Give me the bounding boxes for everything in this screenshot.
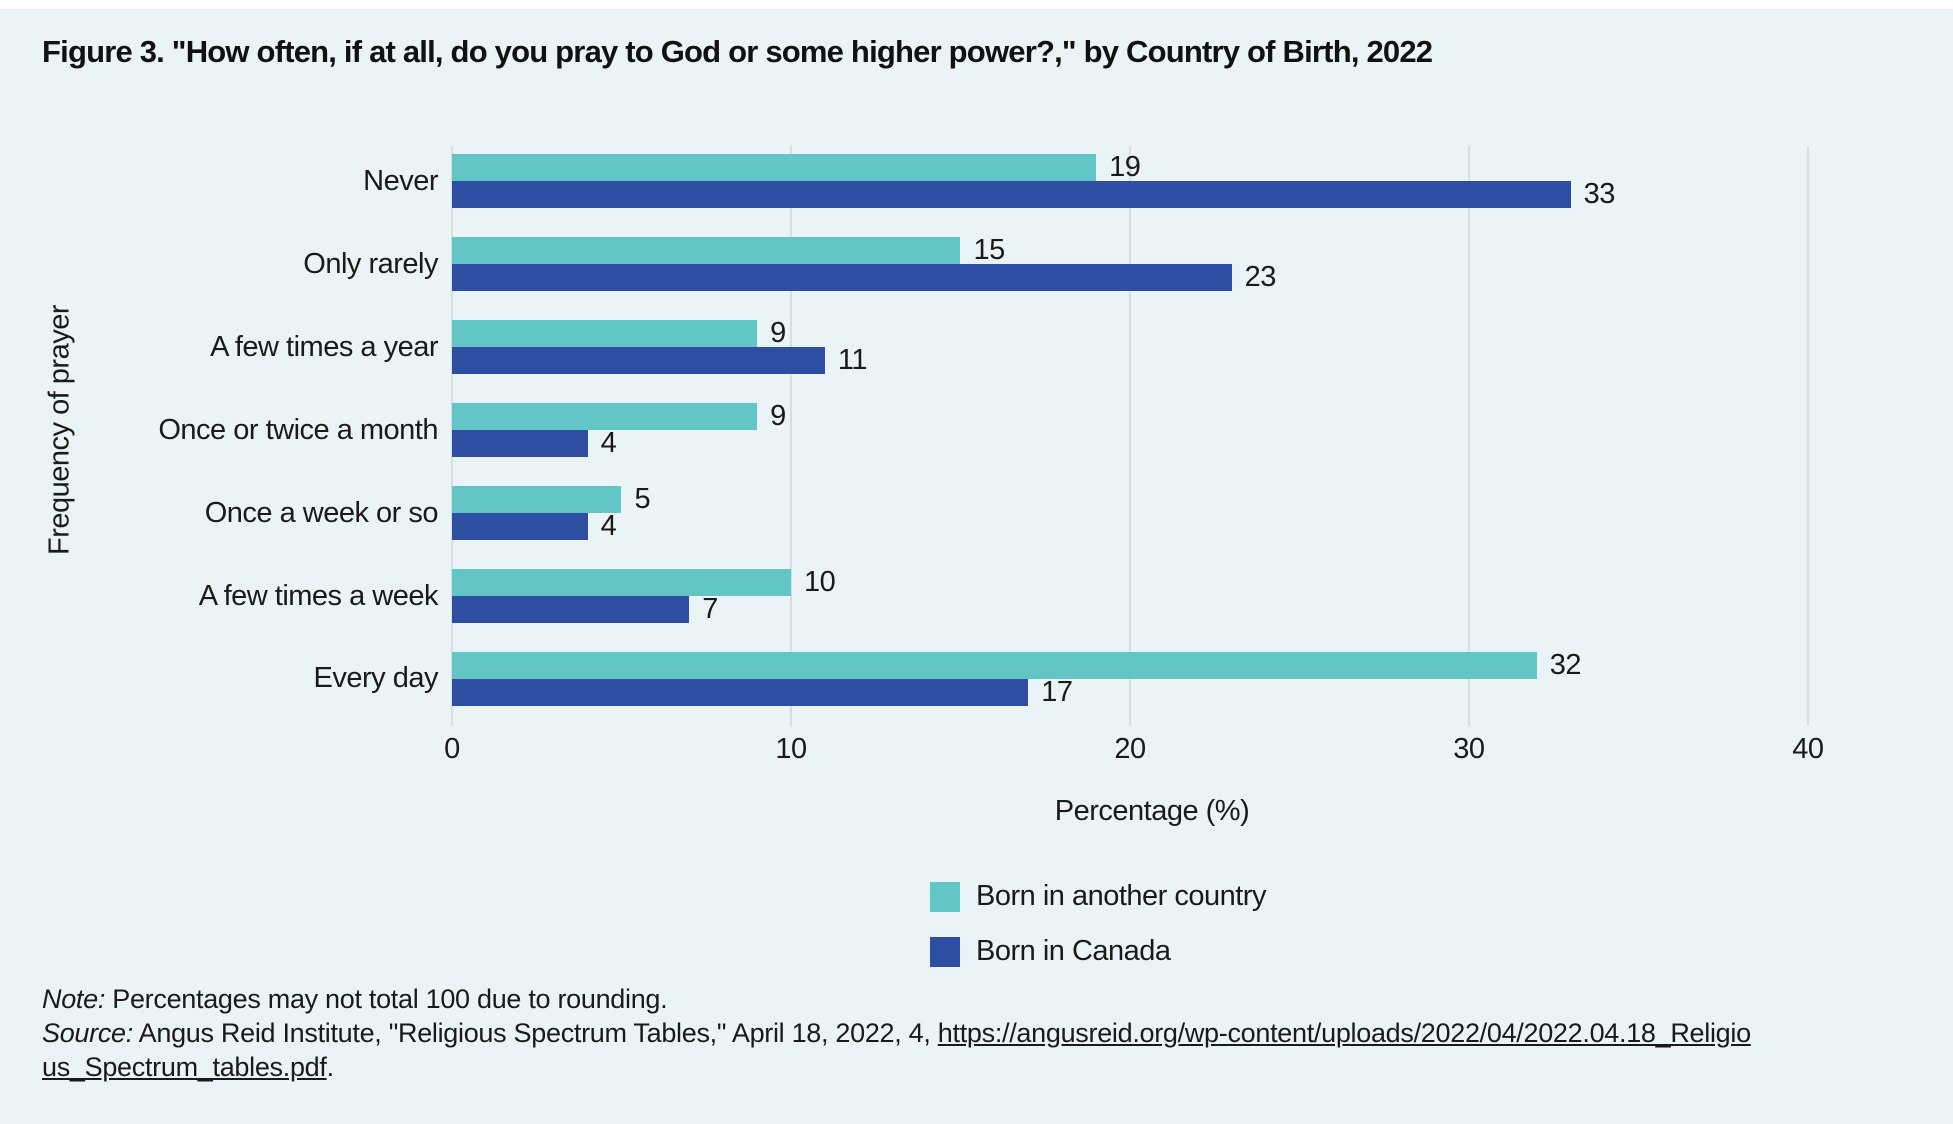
source-label: Source: <box>42 1018 133 1048</box>
bar-pair: 9 11 <box>452 317 1852 377</box>
value-label: 33 <box>1583 178 1616 211</box>
category-label: Once a week or so <box>204 496 439 529</box>
bar-born-in-canada <box>452 430 588 457</box>
source-line: Source: Angus Reid Institute, "Religious… <box>42 1016 1932 1084</box>
note-label: Note: <box>42 984 106 1014</box>
legend-swatch <box>930 936 960 967</box>
gridline <box>1467 146 1470 726</box>
category-label: A few times a week <box>198 579 439 612</box>
bar-pair: 19 33 <box>452 151 1852 211</box>
bar-line: 17 <box>452 675 1852 708</box>
x-axis-title: Percentage (%) <box>1054 795 1250 827</box>
bar-line: 9 <box>452 400 1852 432</box>
footnotes: Note: Percentages may not total 100 due … <box>42 982 1932 1084</box>
bar-line: 33 <box>452 178 1852 211</box>
source-link-line1: https://angusreid.org/wp-content/uploads… <box>937 1018 1751 1048</box>
bar-born-in-canada <box>452 347 825 375</box>
bar-line: 23 <box>452 261 1852 294</box>
bar-pair: 10 7 <box>452 565 1852 625</box>
x-tick-label: 10 <box>775 733 807 765</box>
legend: Born in another country Born in Canada <box>930 880 1266 968</box>
value-label: 4 <box>600 427 617 459</box>
x-tick-label: 30 <box>1453 733 1485 765</box>
legend-item: Born in another country <box>930 880 1266 913</box>
value-label: 7 <box>702 592 718 625</box>
category-label: Never <box>363 165 438 198</box>
legend-label: Born in another country <box>976 880 1266 912</box>
gridline <box>789 146 792 726</box>
bar-row: A few times a week 10 7 <box>42 554 1854 637</box>
bar-born-in-canada <box>452 678 1029 706</box>
bar-line: 5 <box>452 482 1852 515</box>
bar-pair: 15 23 <box>452 234 1852 294</box>
bar-line: 4 <box>452 427 1852 459</box>
legend-item: Born in Canada <box>930 935 1266 968</box>
value-label: 5 <box>634 482 651 515</box>
x-axis-ticks: 0 10 20 30 40 <box>444 733 1852 771</box>
value-label: 4 <box>600 509 617 542</box>
value-label: 11 <box>837 344 868 377</box>
legend-swatch <box>930 881 960 912</box>
legend-label: Born in Canada <box>976 935 1171 967</box>
bar-line: 4 <box>452 509 1852 542</box>
bar-line: 32 <box>452 648 1852 681</box>
bar-born-in-another-country <box>452 651 1537 679</box>
bar-born-in-another-country <box>452 403 758 430</box>
bar-pair: 32 17 <box>452 648 1852 708</box>
x-tick-label: 40 <box>1792 733 1824 765</box>
bar-pair: 9 4 <box>452 400 1852 459</box>
gridline <box>1128 146 1131 726</box>
gridline <box>1806 146 1809 726</box>
bar-line: 10 <box>452 565 1852 598</box>
x-tick-label: 0 <box>444 733 460 765</box>
bar-row: A few times a year 9 11 <box>42 306 1854 389</box>
bar-born-in-canada <box>452 181 1571 209</box>
source-link-line2: us_Spectrum_tables.pdf <box>42 1052 327 1082</box>
bar-born-in-canada <box>452 595 690 623</box>
bar-born-in-canada <box>452 264 1232 292</box>
bar-born-in-another-country <box>452 568 791 596</box>
source-period: . <box>326 1052 335 1082</box>
bar-line: 15 <box>452 234 1852 267</box>
value-label: 17 <box>1041 675 1073 708</box>
bar-born-in-another-country <box>452 485 622 513</box>
category-label: Once or twice a month <box>158 413 438 446</box>
category-label: Only rarely <box>303 248 438 281</box>
source-text: Angus Reid Institute, "Religious Spectru… <box>132 1018 938 1048</box>
bar-row: Once a week or so 5 4 <box>42 471 1854 554</box>
source-link[interactable]: https://angusreid.org/wp-content/uploads… <box>42 1018 1751 1082</box>
bar-row: Never 19 33 <box>42 140 1854 223</box>
bar-born-in-canada <box>452 512 588 540</box>
value-label: 32 <box>1549 648 1582 681</box>
top-border <box>0 0 1953 9</box>
figure-title: Figure 3. "How often, if at all, do you … <box>42 34 1433 69</box>
bar-line: 9 <box>452 317 1852 350</box>
value-label: 15 <box>973 234 1005 267</box>
note-text: Percentages may not total 100 due to rou… <box>105 984 668 1014</box>
bar-pair: 5 4 <box>452 482 1852 542</box>
category-label: A few times a year <box>210 330 438 363</box>
value-label: 9 <box>770 400 786 432</box>
bar-born-in-another-country <box>452 320 758 348</box>
value-label: 10 <box>803 565 836 598</box>
bar-line: 7 <box>452 592 1852 625</box>
bar-line: 19 <box>452 151 1852 184</box>
bar-born-in-another-country <box>452 154 1097 182</box>
bar-born-in-another-country <box>452 237 961 265</box>
bar-rows: Never 19 33 Only rarely 15 <box>42 140 1854 720</box>
bar-row: Every day 32 17 <box>42 637 1854 720</box>
bar-row: Only rarely 15 23 <box>42 223 1854 306</box>
bar-row: Once or twice a month 9 4 <box>42 389 1854 472</box>
value-label: 9 <box>770 317 786 350</box>
value-label: 23 <box>1244 261 1277 294</box>
category-label: Every day <box>313 662 439 695</box>
bar-line: 11 <box>452 344 1852 377</box>
note-line: Note: Percentages may not total 100 due … <box>42 982 1932 1016</box>
x-tick-label: 20 <box>1114 733 1146 765</box>
value-label: 19 <box>1109 151 1141 184</box>
